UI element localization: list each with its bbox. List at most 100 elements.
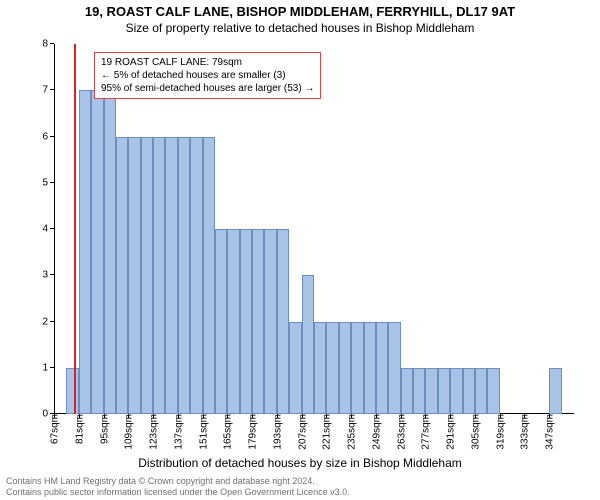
x-tick-label: 249sqm [369, 414, 382, 450]
histogram-bar [227, 229, 239, 414]
histogram-bar [264, 229, 276, 414]
footer-line: Contains HM Land Registry data © Crown c… [6, 476, 350, 487]
histogram-bar [351, 322, 363, 415]
histogram-bar [450, 368, 462, 414]
x-tick-mark [549, 414, 550, 418]
histogram-bar [215, 229, 227, 414]
histogram-bar [549, 368, 561, 414]
histogram-bar [339, 322, 351, 415]
footer-line: Contains public sector information licen… [6, 487, 350, 498]
y-tick-label: 2 [42, 316, 54, 327]
x-tick-mark [203, 414, 204, 418]
histogram-bar [165, 137, 177, 415]
x-tick-mark [500, 414, 501, 418]
histogram-bar [438, 368, 450, 414]
histogram-bar [314, 322, 326, 415]
histogram-bar [376, 322, 388, 415]
y-tick-label: 7 [42, 85, 54, 96]
x-tick-label: 151sqm [196, 414, 209, 450]
x-tick-label: 305sqm [468, 414, 481, 450]
x-tick-mark [178, 414, 179, 418]
histogram-bar [463, 368, 475, 414]
info-line: ← 5% of detached houses are smaller (3) [101, 69, 314, 82]
x-tick-mark [252, 414, 253, 418]
x-tick-label: 109sqm [122, 414, 135, 450]
x-tick-label: 221sqm [320, 414, 333, 450]
x-tick-mark [104, 414, 105, 418]
histogram-bar [79, 90, 91, 414]
x-tick-mark [277, 414, 278, 418]
x-tick-mark [351, 414, 352, 418]
x-tick-mark [401, 414, 402, 418]
y-tick-mark [50, 228, 54, 229]
info-line: 95% of semi-detached houses are larger (… [101, 82, 314, 95]
x-tick-label: 347sqm [543, 414, 556, 450]
x-tick-label: 263sqm [394, 414, 407, 450]
histogram-bar [277, 229, 289, 414]
histogram-bar [91, 90, 103, 414]
x-tick-mark [425, 414, 426, 418]
x-tick-mark [376, 414, 377, 418]
x-tick-label: 123sqm [147, 414, 160, 450]
y-tick-mark [50, 136, 54, 137]
x-axis-label: Distribution of detached houses by size … [0, 456, 600, 470]
x-tick-mark [302, 414, 303, 418]
x-tick-label: 333sqm [518, 414, 531, 450]
histogram-bar [364, 322, 376, 415]
marker-line [74, 44, 76, 414]
histogram-bar [66, 368, 78, 414]
x-tick-mark [153, 414, 154, 418]
histogram-bar [487, 368, 499, 414]
x-tick-mark [524, 414, 525, 418]
x-tick-label: 179sqm [246, 414, 259, 450]
y-tick-label: 3 [42, 270, 54, 281]
x-tick-mark [54, 414, 55, 418]
x-tick-label: 137sqm [171, 414, 184, 450]
x-tick-mark [79, 414, 80, 418]
histogram-bar [252, 229, 264, 414]
histogram-bar [289, 322, 301, 415]
footer-attribution: Contains HM Land Registry data © Crown c… [6, 476, 350, 498]
histogram-bar [116, 137, 128, 415]
x-tick-label: 277sqm [419, 414, 432, 450]
y-tick-mark [50, 367, 54, 368]
y-tick-label: 1 [42, 362, 54, 373]
histogram-bar [326, 322, 338, 415]
x-tick-mark [475, 414, 476, 418]
histogram-bar [388, 322, 400, 415]
y-tick-mark [50, 182, 54, 183]
x-tick-label: 291sqm [444, 414, 457, 450]
y-tick-mark [50, 274, 54, 275]
histogram-bar [153, 137, 165, 415]
y-tick-label: 4 [42, 224, 54, 235]
x-tick-mark [128, 414, 129, 418]
info-line: 19 ROAST CALF LANE: 79sqm [101, 56, 314, 69]
y-tick-mark [50, 43, 54, 44]
page-title: 19, ROAST CALF LANE, BISHOP MIDDLEHAM, F… [0, 0, 600, 19]
histogram-bar [240, 229, 252, 414]
info-box: 19 ROAST CALF LANE: 79sqm← 5% of detache… [94, 52, 321, 99]
histogram-bar [104, 90, 116, 414]
histogram-bar [178, 137, 190, 415]
x-tick-mark [450, 414, 451, 418]
y-tick-label: 8 [42, 39, 54, 50]
chart-area: 01234567867sqm81sqm95sqm109sqm123sqm137s… [54, 44, 574, 414]
x-tick-mark [326, 414, 327, 418]
y-tick-label: 6 [42, 131, 54, 142]
histogram-bar [401, 368, 413, 414]
x-tick-label: 193sqm [270, 414, 283, 450]
histogram-bar [302, 275, 314, 414]
histogram-bar [425, 368, 437, 414]
y-tick-mark [50, 321, 54, 322]
x-tick-label: 81sqm [72, 414, 85, 444]
x-tick-label: 235sqm [345, 414, 358, 450]
y-axis-line [54, 44, 55, 414]
histogram-bar [203, 137, 215, 415]
histogram-bar [413, 368, 425, 414]
histogram-bar [475, 368, 487, 414]
plot-region: 01234567867sqm81sqm95sqm109sqm123sqm137s… [54, 44, 574, 414]
y-tick-label: 5 [42, 177, 54, 188]
x-tick-label: 95sqm [97, 414, 110, 444]
y-tick-mark [50, 89, 54, 90]
x-tick-mark [227, 414, 228, 418]
